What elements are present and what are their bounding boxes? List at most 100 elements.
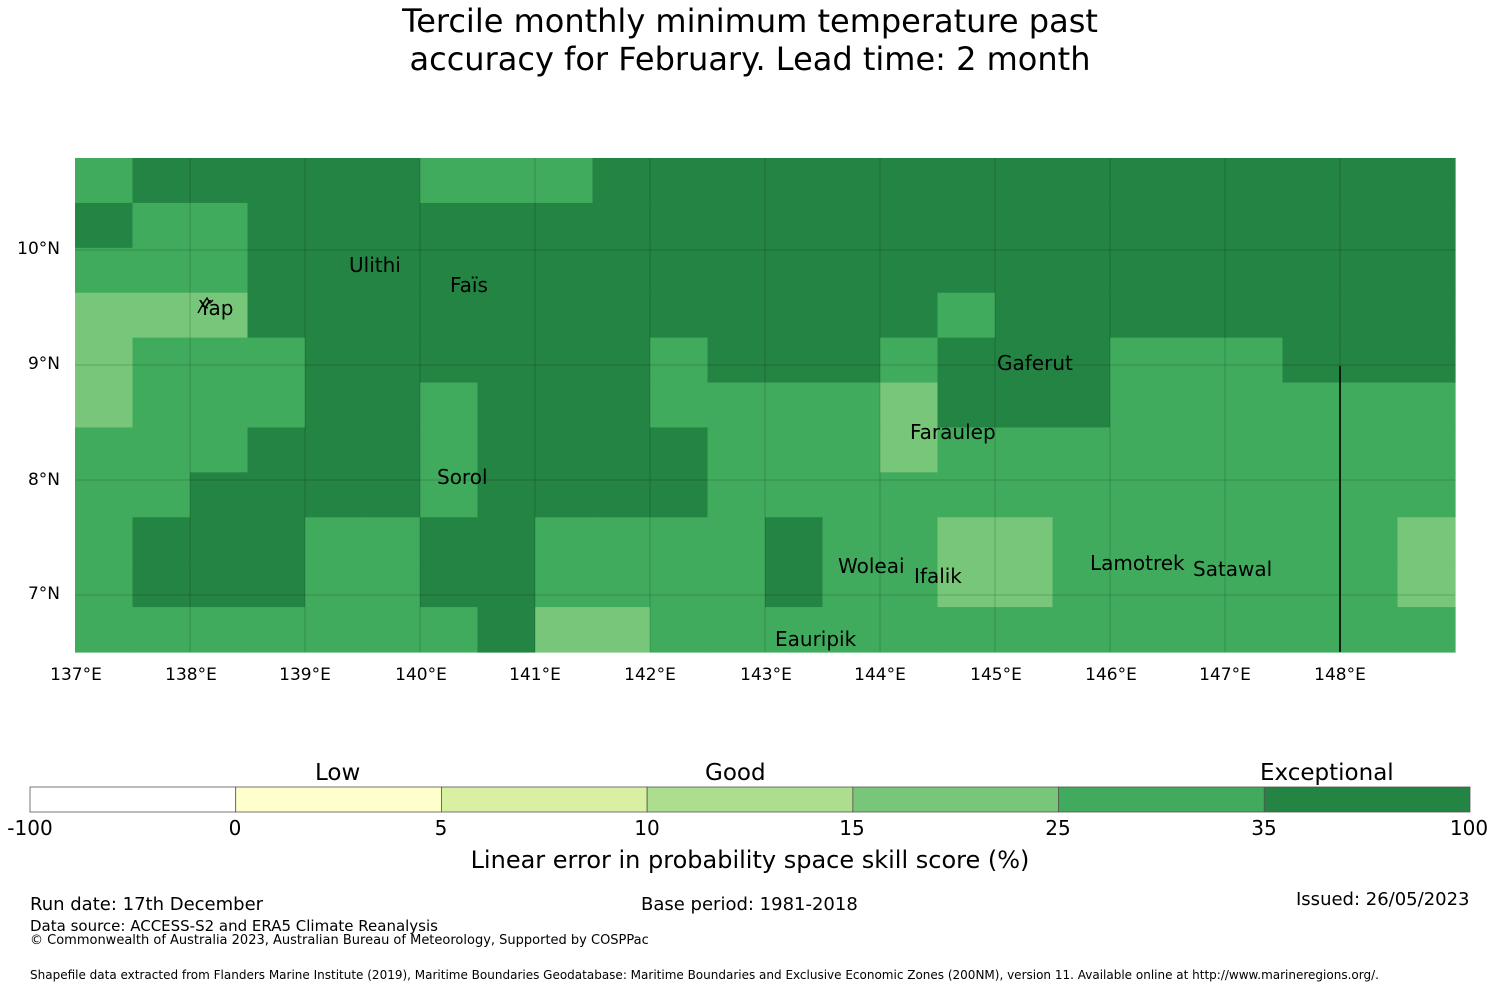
grid-cell [132, 247, 191, 294]
grid-cell [535, 337, 594, 384]
grid-cell [822, 562, 881, 608]
data-source: Data source: ACCESS-S2 and ERA5 Climate … [30, 917, 438, 935]
grid-cell [75, 337, 134, 384]
grid-cell [1167, 247, 1226, 294]
grid-cell [650, 247, 709, 294]
grid-cell [995, 247, 1054, 294]
grid-cell [592, 158, 651, 204]
grid-cell [1052, 382, 1111, 429]
grid-cell [535, 607, 594, 653]
grid-cell [1052, 607, 1111, 653]
grid-cell [937, 517, 996, 563]
grid-cell [1225, 292, 1284, 339]
grid-cell [1052, 247, 1111, 294]
grid-cell [707, 202, 766, 249]
place-label-yap: Yap [199, 296, 234, 320]
grid-cell [1225, 472, 1284, 518]
colorbar-box [235, 786, 442, 813]
grid-cell [132, 562, 191, 608]
lat-tick-7n: 7°N [27, 584, 60, 604]
grid-cell [477, 292, 536, 339]
grid-cell [1167, 292, 1226, 339]
base-period: Base period: 1981-2018 [641, 894, 858, 915]
grid-cell [707, 427, 766, 473]
grid-cell [1340, 247, 1399, 294]
grid-cell [75, 427, 134, 473]
grid-cell [477, 562, 536, 608]
grid-cell [1110, 517, 1169, 563]
grid-cell [190, 337, 249, 384]
grid-cell [1110, 247, 1169, 294]
grid-cell [1052, 517, 1111, 563]
grid-cell [305, 202, 364, 249]
grid-cell [1397, 337, 1456, 384]
grid-cell [1340, 607, 1399, 653]
grid-cell [1340, 292, 1399, 339]
grid-cell [592, 472, 651, 518]
grid-cell [822, 382, 881, 429]
grid-cell [132, 382, 191, 429]
grid-cell [707, 517, 766, 563]
lon-tick-139e: 139°E [279, 665, 331, 685]
grid-cell [1052, 337, 1111, 384]
grid-cell [995, 607, 1054, 653]
grid-cell [1167, 517, 1226, 563]
grid-cell [305, 382, 364, 429]
grid-cell [650, 472, 709, 518]
grid-cell [650, 202, 709, 249]
category-low: Low [315, 760, 361, 786]
grid-cell [1225, 382, 1284, 429]
lon-tick-140e: 140°E [395, 665, 447, 685]
grid-cell [1340, 202, 1399, 249]
grid-cell [535, 562, 594, 608]
grid-cell [1052, 427, 1111, 473]
shapefile-credit: Shapefile data extracted from Flanders M… [30, 968, 1379, 982]
grid-cell [1110, 562, 1169, 608]
colorbar-tick-35: 35 [1251, 816, 1277, 840]
grid-cell [75, 562, 134, 608]
lon-tick-137e: 137°E [50, 665, 102, 685]
colorbar-box [852, 786, 1059, 813]
grid-cell [1340, 337, 1399, 384]
colorbar-box [1058, 786, 1265, 813]
grid-cell [937, 337, 996, 384]
grid-cell [535, 517, 594, 563]
grid-cell [650, 292, 709, 339]
grid-cell [420, 292, 479, 339]
grid-cell [247, 472, 306, 518]
grid-cell [247, 292, 306, 339]
grid-cell [880, 247, 939, 294]
grid-cell [1167, 472, 1226, 518]
grid-cell [650, 517, 709, 563]
colorbar-tick-10: 10 [634, 816, 660, 840]
grid-cell [477, 427, 536, 473]
grid-cell [995, 158, 1054, 204]
grid-cell [247, 517, 306, 563]
place-label-lamotrek: Lamotrek [1090, 551, 1185, 575]
grid-cell [937, 607, 996, 653]
lon-tick-142e: 142°E [624, 665, 676, 685]
grid-cell [592, 607, 651, 653]
colorbar-box [646, 786, 854, 813]
grid-cell [765, 382, 824, 429]
grid-cell [190, 517, 249, 563]
grid-cell [132, 427, 191, 473]
grid-cell [707, 382, 766, 429]
grid-cell [650, 382, 709, 429]
grid-cell [937, 562, 996, 608]
grid-cell [247, 247, 306, 294]
grid-cell [1052, 472, 1111, 518]
colorbar [29, 786, 1471, 813]
grid-cell [765, 202, 824, 249]
grid-cell [937, 158, 996, 204]
grid-cell [75, 607, 134, 653]
grid-cell [880, 427, 939, 473]
grid-cell [592, 382, 651, 429]
grid-cell [305, 517, 364, 563]
grid-cell [132, 472, 191, 518]
grid-cell [75, 472, 134, 518]
place-label-satawal: Satawal [1193, 557, 1273, 581]
grid-cell [477, 517, 536, 563]
grid-cell [75, 517, 134, 563]
grid-cell [1225, 202, 1284, 249]
